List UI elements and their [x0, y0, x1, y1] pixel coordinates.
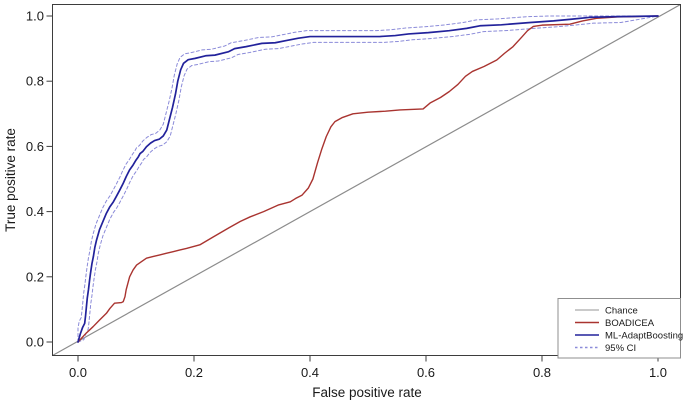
plot-frame [52, 4, 681, 356]
x-tick-label: 0.8 [533, 365, 551, 380]
y-tick-label: 0.2 [26, 269, 44, 284]
chance-line [52, 3, 681, 357]
x-tick-label: 0.0 [69, 365, 87, 380]
y-tick-label: 0.6 [26, 139, 44, 154]
x-tick-label: 0.4 [301, 365, 319, 380]
y-axis-title: True positive rate [3, 128, 18, 232]
legend-label: Chance [605, 306, 638, 317]
roc-curve-ml-adaptboosting [77, 15, 659, 343]
x-axis-title: False positive rate [312, 385, 422, 400]
legend-label: 95% CI [605, 343, 636, 354]
x-tick-label: 1.0 [649, 365, 667, 380]
y-tick-label: 0.4 [26, 204, 44, 219]
legend-label: ML-AdaptBoosting [605, 331, 683, 342]
x-tick-label: 0.2 [185, 365, 203, 380]
ci-upper-line [77, 15, 659, 343]
ci-lower-line [77, 15, 659, 343]
x-tick-label: 0.6 [417, 365, 435, 380]
legend-box [557, 298, 681, 359]
legend-label: BOADICEA [605, 318, 655, 329]
y-tick-label: 0.0 [26, 335, 44, 350]
y-tick-label: 0.8 [26, 74, 44, 89]
chart-generated-layer: 0.0 0.2 0.4 0.6 0.8 1.0 0.0 0.2 0.4 0.6 0.8 1.0 Chan… [26, 3, 683, 380]
roc-curve-boadicea [77, 15, 659, 343]
y-tick-label: 1.0 [26, 9, 44, 24]
